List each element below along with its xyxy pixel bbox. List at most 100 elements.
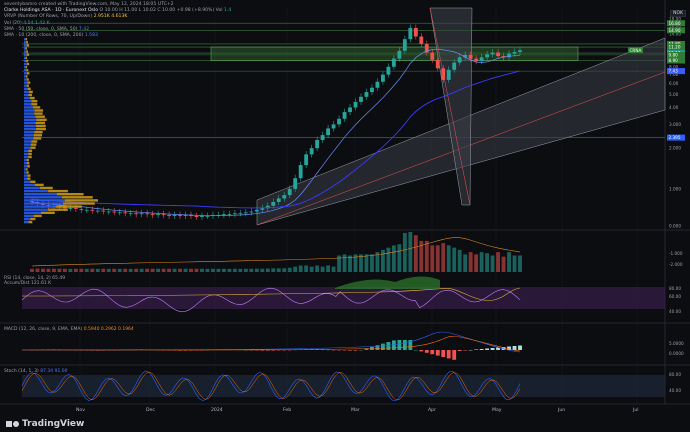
candle-63: [375, 81, 380, 88]
vrvp-up-24: [24, 112, 35, 115]
vrvp-down-43: [26, 171, 29, 174]
vrvp-down-9: [25, 65, 28, 69]
symbol-title[interactable]: Clarke Holdings ASA · 1D · Euronext Oslo: [4, 8, 99, 14]
volume-bar-30: [194, 268, 199, 272]
macd-label[interactable]: MACD (12, 26, close, 9, EMA, EMA): [4, 327, 83, 332]
macd-hist-59: [353, 350, 358, 351]
candle-29: [189, 215, 193, 217]
sma50-label[interactable]: SMA · 50 (50, close, 0, SMA, 50): [4, 26, 78, 32]
macd-hist-82: [479, 349, 484, 350]
volume-bar-21: [145, 268, 150, 272]
volume-bar-65: [386, 247, 391, 272]
vrvp-up-53: [24, 202, 63, 205]
vrvp-down-32: [33, 137, 42, 140]
vrvp-down-56: [40, 211, 55, 214]
vrvp-up-3: [24, 47, 26, 50]
volume-bar-79: [463, 254, 468, 272]
accum-dist-label[interactable]: Accum/Dist 121.61 K: [4, 281, 52, 286]
vrvp-down-31: [33, 134, 43, 137]
stoch-label[interactable]: Stoch (14, 1, 3): [4, 369, 39, 374]
price-badge-label-6: 8.90: [669, 58, 679, 63]
macd-hist-78: [457, 350, 462, 351]
volume-bar-66: [391, 245, 396, 272]
candle-9: [79, 209, 84, 210]
volume-bar-85: [496, 252, 500, 272]
pane-tick-1: -1.000: [669, 251, 683, 256]
stoch-pane-label: Stoch (14, 1, 3) 87.34 91.00: [4, 369, 67, 374]
macd-hist-12: [95, 350, 100, 351]
candle-73: [430, 52, 435, 60]
volume-bar-16: [117, 268, 122, 272]
volume-bar-27: [178, 268, 182, 272]
rsi-pane-label: RSI (14, close, 14, 2) 65.49 Accum/Dist …: [4, 276, 65, 286]
vrvp-down-17: [28, 90, 33, 94]
macd-hist-65: [386, 342, 391, 350]
vrvp-down-23: [34, 109, 44, 112]
vrvp-up-33: [24, 140, 32, 143]
volume-bar-70: [413, 235, 418, 272]
vrvp-up-22: [24, 106, 33, 109]
vrvp-down-18: [28, 93, 33, 97]
candle-48: [293, 178, 298, 189]
volume-bar-20: [139, 268, 144, 272]
tradingview-logo[interactable]: TradingView: [6, 419, 84, 429]
vrvp-up-8: [24, 62, 27, 66]
macd-values: 0.5940 0.2962 0.1964: [83, 327, 134, 332]
candle-39: [243, 212, 248, 214]
time-label-6: May: [492, 407, 502, 413]
vrvp-up-30: [24, 131, 35, 134]
vrvp-down-4: [26, 50, 29, 53]
volume-bar-14: [106, 268, 111, 272]
time-label-8: Jul: [632, 407, 639, 413]
volume-bar-69: [408, 232, 413, 272]
vrvp-down-14: [27, 81, 31, 84]
sma200-line: [31, 70, 521, 209]
candle-75: [441, 68, 446, 80]
vrvp-up-13: [24, 78, 27, 81]
volume-bar-17: [123, 268, 128, 272]
volume-bar-83: [485, 253, 490, 272]
volume-bar-84: [490, 255, 495, 272]
rsi-label[interactable]: RSI (14, close, 14, 2) 65.49: [4, 276, 66, 281]
volume-ma-line: [31, 237, 521, 267]
macd-hist-77: [452, 350, 457, 360]
volume-bar-36: [227, 268, 232, 272]
stoch-k-line: [21, 370, 521, 401]
volume-bar-63: [375, 252, 380, 272]
sma200-label[interactable]: SMA · 10 (200, close, 0, SMA, 200): [4, 33, 84, 39]
candle-21: [145, 213, 150, 215]
candle-87: [507, 53, 511, 58]
currency-badge[interactable]: NOK: [670, 10, 686, 17]
vol20-values: 4.54 1.42 K: [23, 20, 50, 26]
candle-81: [474, 58, 479, 62]
volume-bar-8: [73, 268, 78, 272]
volume-bar-67: [397, 244, 402, 272]
vrvp-label[interactable]: VRVP (Number Of Rows, 70, Up/Down): [4, 14, 93, 20]
macd-hist-61: [364, 348, 369, 350]
symbol-tag-label: CRNA: [630, 48, 642, 53]
vrvp-down-52: [64, 199, 99, 202]
candle-37: [232, 213, 237, 215]
vrvp-up-12: [24, 75, 26, 78]
stoch-values: 87.34 91.00: [40, 369, 68, 374]
vrvp-up-11: [24, 72, 27, 75]
vrvp-down-20: [31, 100, 38, 103]
macd-hist-81: [474, 349, 479, 350]
vrvp-up-56: [24, 211, 41, 214]
vol20-label[interactable]: Vol (20): [4, 20, 22, 26]
vrvp-up-50: [24, 193, 57, 196]
pane-tick-2: 80.00: [669, 286, 681, 291]
macd-hist-28: [183, 350, 188, 351]
candle-36: [227, 214, 232, 215]
pane-tick-4: 40.00: [669, 309, 681, 314]
candle-24: [161, 214, 166, 216]
vrvp-down-45: [27, 177, 31, 180]
vrvp-up-29: [24, 127, 37, 131]
candle-76: [446, 69, 451, 80]
volume-bar-3: [46, 268, 51, 272]
stoch-d-line: [21, 371, 521, 401]
candle-67: [397, 50, 402, 59]
volume-bar-58: [348, 255, 352, 272]
